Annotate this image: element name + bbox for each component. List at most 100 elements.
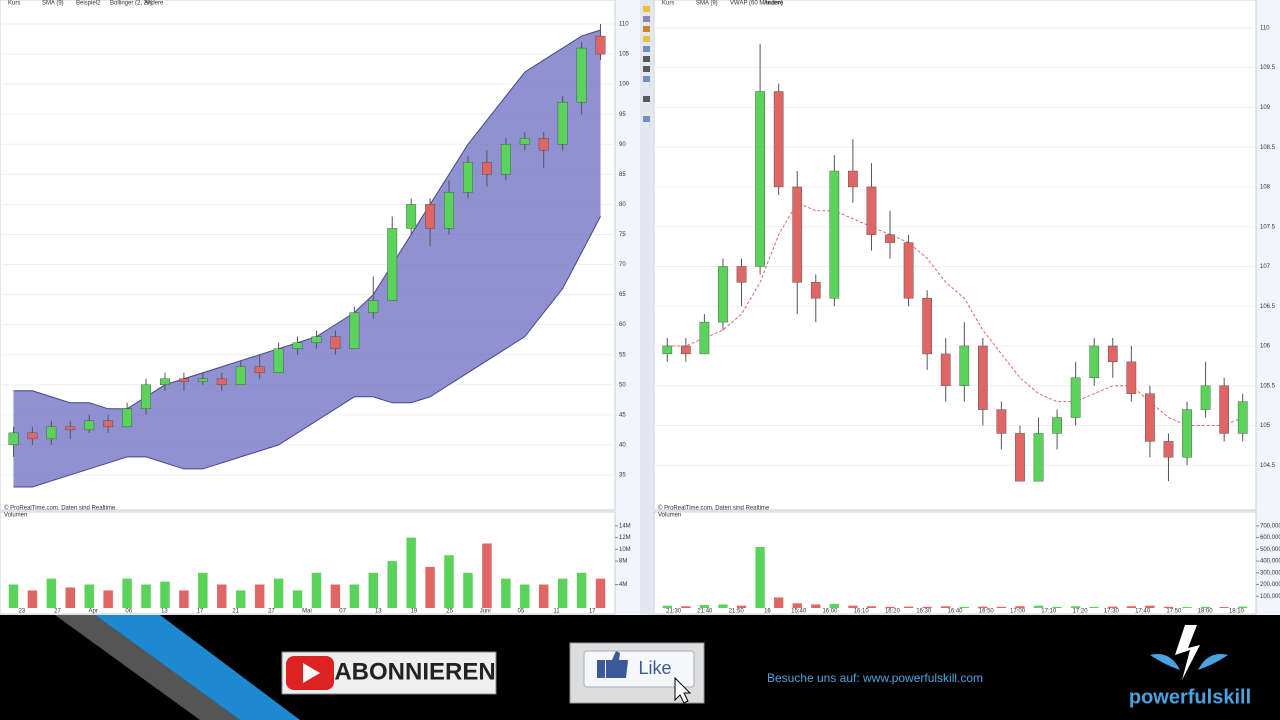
x-tick-label: 17:00: [1010, 609, 1026, 615]
volume-bar: [1052, 606, 1062, 608]
volume-tick-label: 14M: [619, 523, 631, 529]
y-tick-label: 107.5: [1260, 224, 1276, 230]
volume-bar: [141, 584, 151, 608]
x-tick-label: 21:40: [697, 609, 713, 615]
candle-body: [463, 162, 473, 193]
like-text: Like: [638, 658, 671, 678]
x-tick-label: 13: [375, 609, 382, 615]
subscribe-button[interactable]: ABONNIEREN: [281, 651, 497, 695]
like-button[interactable]: Like: [569, 642, 705, 704]
x-tick-label: 18:00: [1198, 609, 1214, 615]
volume-bar: [482, 543, 492, 608]
volume-bar: [885, 606, 895, 608]
volume-bar: [368, 572, 379, 608]
y-tick-label: 105.5: [1260, 383, 1276, 389]
y-tick-label: 75: [619, 232, 626, 238]
x-tick-label: Mai: [302, 609, 312, 615]
volume-bar: [1145, 605, 1155, 608]
x-tick-label: 17: [197, 609, 204, 615]
candle-body: [1052, 417, 1062, 434]
x-tick-label: 27: [54, 609, 61, 615]
candle-body: [84, 420, 95, 431]
y-tick-label: 60: [619, 322, 626, 328]
volume-pane: [653, 511, 1257, 615]
candle-body: [519, 138, 530, 145]
candle-body: [538, 138, 549, 151]
candle-body: [1126, 361, 1137, 394]
candle-body: [254, 366, 265, 373]
candle-body: [349, 312, 360, 349]
volume-bar: [1182, 607, 1192, 608]
candle-body: [978, 345, 988, 410]
candle-body: [1182, 409, 1192, 458]
y-tick-label: 104.5: [1260, 463, 1276, 469]
x-tick-label: 16:20: [885, 609, 901, 615]
legend-item: SMA (9): [696, 1, 718, 7]
candle-body: [500, 144, 511, 175]
source-note: © ProRealTime.com. Daten sind Realtime: [4, 505, 116, 512]
subscribe-text: ABONNIEREN: [334, 658, 495, 685]
candle-body: [311, 336, 322, 343]
volume-bar: [903, 606, 914, 608]
volume-bar: [1071, 606, 1081, 608]
candle-body: [681, 345, 691, 355]
candle-body: [197, 378, 208, 382]
candle-body: [718, 266, 728, 323]
volume-bar: [8, 584, 19, 608]
volume-tick-label: 700,000: [1260, 523, 1280, 529]
volume-bar: [681, 606, 691, 608]
candle-body: [1070, 377, 1081, 418]
volume-bar: [922, 606, 932, 608]
volume-tick-label: 400,000: [1260, 559, 1280, 565]
volume-bar: [1219, 607, 1229, 608]
candle-body: [122, 408, 133, 428]
candle-body: [699, 321, 710, 355]
y-tick-label: 80: [619, 202, 626, 208]
x-tick-label: 25: [446, 609, 453, 615]
volume-bar: [122, 578, 132, 608]
x-tick-label: 17:10: [1041, 609, 1057, 615]
candle-body: [8, 432, 19, 446]
volume-bar: [273, 578, 284, 608]
candle-body: [141, 384, 151, 410]
y-tick-label: 85: [619, 172, 626, 178]
y-tick-label: 45: [619, 412, 626, 418]
y-tick-label: 107: [1260, 264, 1271, 270]
x-tick-label: 23: [18, 609, 25, 615]
volume-tick-label: 600,000: [1260, 535, 1280, 541]
volume-tick-label: 10M: [619, 547, 631, 553]
x-tick-label: 21: [232, 609, 239, 615]
volume-bar: [65, 587, 76, 608]
candle-body: [330, 336, 341, 349]
candle-body: [922, 298, 932, 355]
candle-body: [595, 35, 606, 55]
x-tick-label: Apr: [88, 609, 97, 615]
volume-bar: [792, 603, 802, 608]
volume-bar: [996, 606, 1007, 608]
legend-item: Beispiel2: [76, 1, 101, 7]
volume-title: Volumen: [658, 513, 681, 519]
candle-body: [1163, 441, 1174, 458]
volume-bar: [103, 590, 113, 608]
volume-bar: [463, 572, 473, 608]
candle-body: [235, 366, 246, 385]
candle-body: [1089, 345, 1100, 378]
candle-body: [273, 348, 284, 373]
volume-bar: [774, 597, 784, 608]
volume-bar: [866, 606, 877, 608]
volume-bar: [387, 561, 397, 608]
volume-tick-label: 12M: [619, 535, 631, 541]
volume-bar: [160, 581, 170, 608]
y-tick-label: 70: [619, 262, 626, 268]
x-tick-label: 06: [125, 609, 132, 615]
candle-body: [1200, 385, 1211, 410]
volume-bar: [576, 572, 587, 608]
candle-body: [848, 170, 858, 188]
volume-bar: [1126, 606, 1136, 608]
x-tick-label: 17:20: [1073, 609, 1089, 615]
volume-bar: [848, 605, 858, 608]
volume-tick-label: 300,000: [1260, 570, 1280, 576]
candle-body: [46, 426, 57, 440]
candle-body: [866, 186, 877, 235]
x-tick-label: 07: [339, 609, 346, 615]
